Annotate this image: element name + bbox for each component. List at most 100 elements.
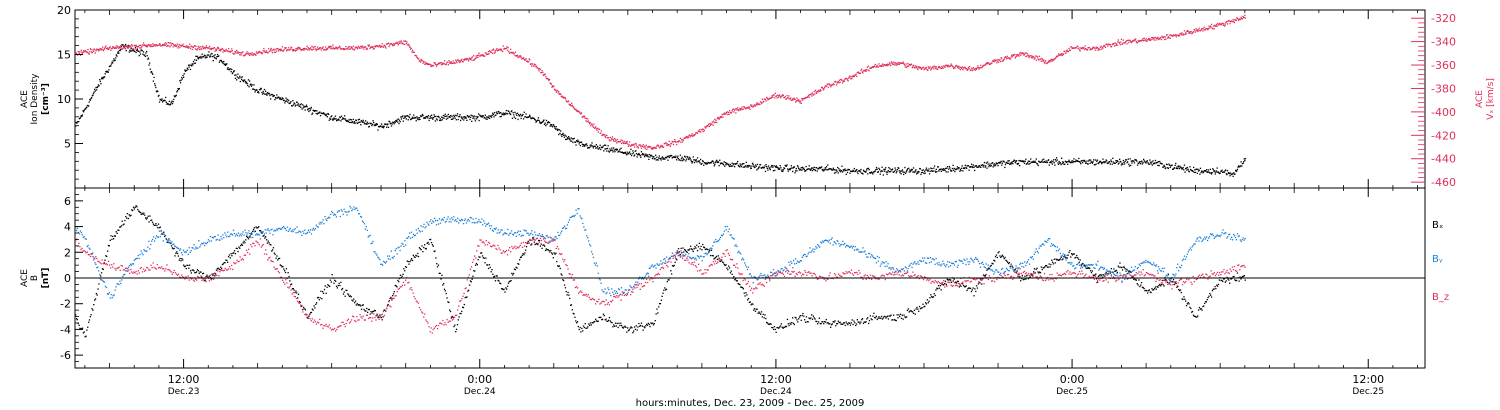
density-point	[906, 169, 908, 171]
density-point	[603, 150, 605, 152]
vx-point	[422, 62, 424, 64]
b-point	[614, 322, 617, 324]
density-point	[1101, 163, 1103, 165]
density-point	[692, 156, 694, 158]
b-point	[897, 317, 899, 319]
vx-point	[189, 43, 191, 45]
density-point	[176, 90, 179, 92]
vx-point	[717, 116, 719, 118]
vx-point	[170, 42, 172, 44]
vx-point	[877, 66, 879, 68]
vx-point	[82, 51, 84, 54]
vx-point	[698, 129, 701, 131]
vx-point	[967, 66, 970, 68]
b-point	[778, 327, 780, 329]
vx-point	[242, 51, 244, 53]
density-point	[203, 55, 205, 57]
density-point	[352, 118, 354, 121]
density-point	[490, 116, 493, 118]
top-density-series	[75, 43, 1247, 177]
density-point	[447, 117, 449, 119]
b-point	[705, 248, 707, 250]
b-point	[975, 290, 977, 293]
b-point	[862, 322, 865, 324]
density-point	[287, 99, 290, 101]
vx-point	[1180, 32, 1182, 35]
b-point	[997, 252, 999, 254]
vx-point	[262, 52, 264, 54]
density-point	[1124, 160, 1126, 163]
density-point	[128, 51, 130, 53]
vx-point	[270, 47, 272, 50]
b-point	[665, 288, 668, 290]
vx-point	[1103, 44, 1105, 47]
b-point	[396, 286, 398, 288]
density-point	[581, 143, 583, 145]
density-point	[1128, 163, 1130, 165]
density-point	[442, 114, 444, 117]
vx-point	[129, 46, 131, 48]
density-point	[1067, 163, 1069, 165]
vx-point	[1016, 55, 1018, 57]
b-point	[936, 287, 938, 289]
density-point	[676, 159, 678, 161]
density-point	[1152, 163, 1155, 165]
density-point	[398, 119, 401, 121]
vx-point	[452, 60, 454, 62]
vx-point	[977, 65, 979, 67]
b-point	[1078, 261, 1080, 263]
density-point	[777, 167, 779, 169]
b-point	[1077, 258, 1080, 260]
density-point	[576, 141, 578, 143]
b-point	[994, 260, 996, 262]
b-point	[294, 291, 296, 294]
b-point	[297, 297, 299, 299]
b-point	[214, 273, 217, 275]
density-point	[802, 168, 804, 170]
density-point	[450, 118, 453, 120]
vx-point	[582, 116, 585, 118]
b-point	[446, 297, 448, 299]
vx-point	[905, 63, 907, 65]
b-point	[731, 273, 733, 275]
density-point	[570, 137, 572, 139]
b-point	[638, 322, 640, 325]
b-point	[962, 283, 964, 285]
vx-point	[1084, 45, 1086, 47]
vx-point	[537, 67, 539, 69]
vx-point	[232, 52, 234, 55]
density-point	[685, 158, 688, 160]
b-point	[1084, 265, 1087, 267]
vx-point	[1097, 49, 1099, 51]
vx-point	[717, 117, 720, 119]
b-point	[582, 330, 584, 332]
density-point	[413, 117, 415, 119]
vx-point	[770, 97, 772, 99]
density-point	[772, 170, 775, 172]
b-point	[514, 269, 516, 271]
vx-point	[957, 65, 960, 67]
b-point	[658, 306, 660, 308]
b-point	[270, 244, 272, 246]
vx-point	[792, 98, 794, 100]
b-point	[991, 262, 993, 264]
b-point	[355, 304, 357, 306]
b-point	[606, 320, 608, 322]
vx-point	[463, 59, 465, 61]
vx-point	[627, 143, 629, 145]
b-point	[480, 252, 482, 254]
b-point	[157, 227, 159, 229]
b-point	[688, 249, 690, 251]
vx-point	[1041, 59, 1044, 61]
b-point	[832, 321, 834, 323]
b-point	[527, 240, 529, 242]
b-point	[387, 304, 389, 306]
vx-point	[1222, 24, 1224, 26]
b-point	[912, 311, 914, 313]
b-point	[460, 312, 462, 315]
vx-point	[371, 47, 374, 49]
density-point	[1169, 166, 1171, 169]
b-point	[1071, 253, 1073, 255]
density-point	[490, 115, 492, 117]
density-point	[365, 120, 367, 122]
